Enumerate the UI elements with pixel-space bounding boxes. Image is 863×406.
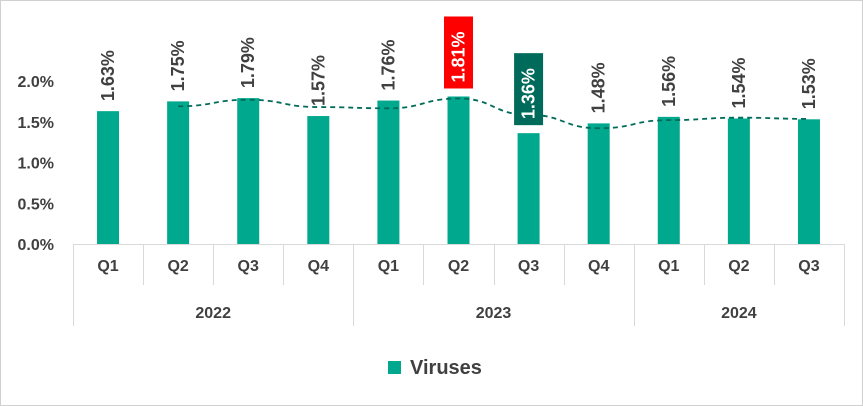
x-tick-label: Q2 (728, 258, 749, 275)
legend-label: Viruses (410, 357, 482, 379)
x-tick-label: Q1 (97, 258, 118, 275)
data-label-group: 1.48% (589, 62, 609, 113)
y-tick-label: 1.0% (18, 156, 54, 173)
data-label: 1.54% (729, 57, 749, 108)
data-label: 1.75% (168, 40, 188, 91)
x-tick-label: Q1 (378, 258, 399, 275)
data-label-group: 1.75% (168, 40, 188, 91)
bar[interactable] (727, 118, 750, 244)
x-tick-label: Q4 (588, 258, 609, 275)
y-tick-label: 0.0% (18, 237, 54, 254)
data-label-group: 1.54% (729, 57, 749, 108)
x-tick-label: Q3 (238, 258, 259, 275)
bar[interactable] (167, 101, 190, 244)
data-label: 1.48% (589, 62, 609, 113)
y-tick-label: 1.5% (18, 115, 54, 132)
data-label-highlight (444, 16, 473, 89)
bar[interactable] (797, 119, 820, 244)
legend[interactable]: Viruses (388, 357, 482, 379)
x-tick-label: Q3 (798, 258, 819, 275)
data-labels-layer: 1.63% 1.75% 1.79% 1.57% 1.76% 1.81% 1.36% 1.48%… (98, 16, 819, 126)
bar[interactable] (307, 116, 330, 244)
bar[interactable] (237, 98, 260, 245)
bars-layer (97, 96, 820, 245)
year-label: 2022 (195, 305, 231, 322)
data-label-group: 1.81% (444, 16, 473, 89)
bar[interactable] (657, 116, 680, 244)
data-label-group: 1.36% (514, 53, 544, 126)
legend-swatch (388, 361, 401, 374)
trendline-layer (178, 97, 809, 130)
data-label: 1.36% (519, 68, 539, 119)
data-label-group: 1.57% (308, 55, 328, 106)
trendline (178, 97, 809, 130)
y-tick-label: 2.0% (18, 74, 54, 91)
bar[interactable] (587, 123, 610, 244)
data-label: 1.79% (238, 37, 258, 88)
bar[interactable] (97, 111, 120, 244)
data-label: 1.53% (799, 58, 819, 109)
x-tick-label: Q2 (448, 258, 469, 275)
data-label-highlight (514, 53, 544, 126)
data-label: 1.56% (659, 56, 679, 107)
data-label-group: 1.63% (98, 50, 118, 101)
year-label: 2024 (721, 305, 757, 322)
year-label: 2023 (476, 305, 512, 322)
data-label: 1.63% (98, 50, 118, 101)
data-label: 1.81% (449, 31, 469, 82)
data-label: 1.57% (308, 55, 328, 106)
bar[interactable] (517, 133, 540, 244)
data-label-group: 1.76% (378, 40, 398, 91)
data-label: 1.76% (378, 40, 398, 91)
bar[interactable] (377, 100, 400, 244)
x-tick-label: Q1 (658, 258, 679, 275)
bar[interactable] (447, 96, 470, 244)
x-tick-label: Q2 (167, 258, 188, 275)
data-label-group: 1.56% (659, 56, 679, 107)
axis-layer: 0.0% 0.5% 1.0% 1.5% 2.0% Q1 Q2 Q3 Q4 Q1 Q2 Q3 Q4 Q1 Q2… (18, 74, 845, 326)
y-tick-label: 0.5% (18, 196, 54, 213)
data-label-group: 1.53% (799, 58, 819, 109)
data-label-group: 1.79% (238, 37, 258, 88)
x-tick-label: Q3 (518, 258, 539, 275)
x-tick-label: Q4 (308, 258, 329, 275)
